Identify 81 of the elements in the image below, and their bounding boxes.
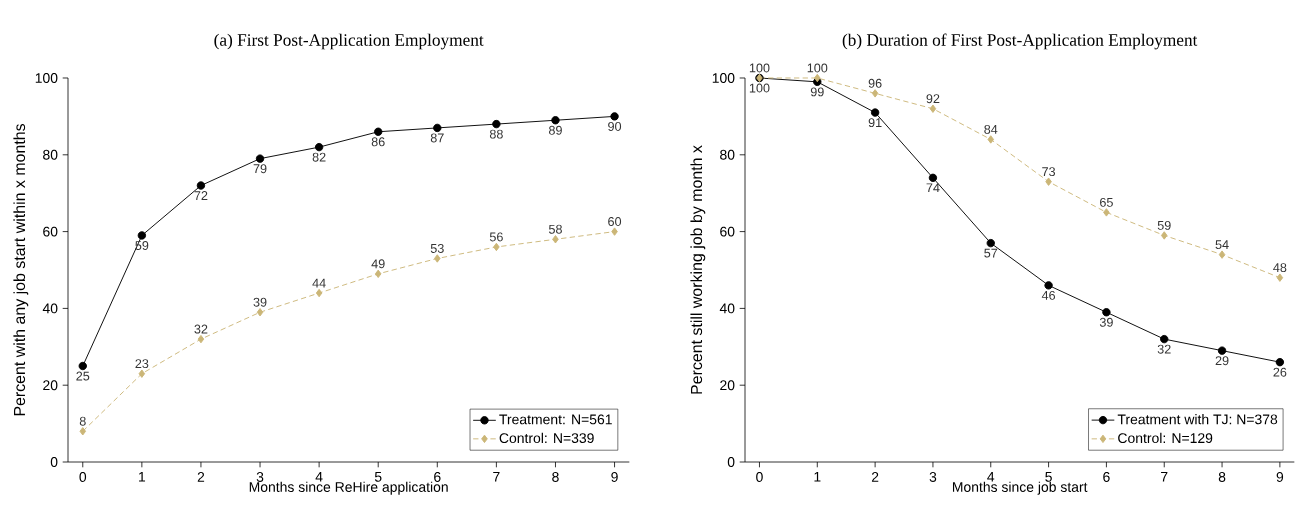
y-tick-label: 60 xyxy=(720,226,735,237)
data-label: 58 xyxy=(548,224,562,234)
y-tick-label: 100 xyxy=(712,73,735,83)
data-label: 90 xyxy=(608,121,622,131)
x-tick-label: 6 xyxy=(434,472,441,482)
x-tick-label: 2 xyxy=(871,472,879,482)
data-label: 23 xyxy=(135,359,149,369)
chart-title: (a) First Post-Application Employment xyxy=(214,33,484,50)
data-label: 65 xyxy=(1100,197,1113,207)
data-label: 54 xyxy=(1215,240,1229,250)
data-label: 82 xyxy=(312,152,326,162)
legend-label: Treatment: N=561 xyxy=(499,414,612,425)
x-axis-title: Months since ReHire application xyxy=(249,481,448,495)
x-axis-title: Months since job start xyxy=(952,481,1088,495)
x-tick-label: 2 xyxy=(197,472,205,482)
data-label: 100 xyxy=(749,83,770,93)
data-label: 25 xyxy=(76,371,90,381)
data-label: 89 xyxy=(548,125,562,135)
data-label: 100 xyxy=(807,63,828,73)
data-label: 46 xyxy=(1041,290,1056,300)
data-label: 96 xyxy=(868,78,882,88)
legend-label: Control: N=339 xyxy=(499,432,594,444)
x-tick-label: 9 xyxy=(611,472,618,482)
x-tick-label: 4 xyxy=(987,472,995,482)
x-tick-label: 7 xyxy=(1161,472,1168,482)
x-tick-label: 7 xyxy=(493,472,500,482)
data-label: 32 xyxy=(194,324,208,334)
data-label: 87 xyxy=(430,133,444,143)
x-tick-label: 5 xyxy=(1045,472,1052,482)
data-label: 60 xyxy=(608,217,622,227)
data-label: 56 xyxy=(489,232,503,242)
y-tick-label: 40 xyxy=(719,303,735,314)
y-tick-label: 80 xyxy=(720,149,735,160)
x-tick-label: 0 xyxy=(756,472,763,482)
data-label: 57 xyxy=(984,248,998,258)
data-label: 84 xyxy=(984,124,998,134)
data-label: 79 xyxy=(253,164,267,174)
x-tick-label: 3 xyxy=(256,472,264,482)
x-tick-label: 1 xyxy=(139,472,146,482)
x-tick-label: 8 xyxy=(552,472,559,482)
y-tick-label: 80 xyxy=(43,149,58,160)
y-axis-title: Percent still working job by month x xyxy=(690,145,706,394)
x-tick-label: 3 xyxy=(929,472,937,482)
data-label: 48 xyxy=(1273,263,1287,273)
x-tick-label: 1 xyxy=(814,472,821,482)
data-label: 92 xyxy=(926,94,940,104)
data-label: 53 xyxy=(430,243,444,253)
legend-label: Treatment with TJ: N=378 xyxy=(1117,414,1278,425)
data-label: 91 xyxy=(868,118,882,128)
y-tick-label: 0 xyxy=(50,457,58,467)
y-tick-label: 100 xyxy=(35,73,58,83)
data-label: 73 xyxy=(1042,167,1056,177)
data-label: 39 xyxy=(1099,317,1113,327)
data-label: 8 xyxy=(79,416,86,426)
data-label: 49 xyxy=(371,259,385,269)
legend-label: Control: N=129 xyxy=(1118,432,1213,444)
y-tick-label: 60 xyxy=(43,226,58,237)
y-tick-label: 0 xyxy=(727,457,735,467)
data-label: 72 xyxy=(194,191,208,200)
chart-title: (b) Duration of First Post-Application Employment xyxy=(842,33,1198,50)
x-tick-label: 4 xyxy=(315,472,323,482)
y-axis-title: Percent with any job start within x months xyxy=(13,124,29,416)
x-tick-label: 8 xyxy=(1218,472,1226,482)
data-label: 74 xyxy=(926,183,940,193)
data-label: 29 xyxy=(1215,356,1229,366)
x-tick-label: 9 xyxy=(1276,472,1284,482)
data-label: 100 xyxy=(749,63,770,73)
y-tick-label: 40 xyxy=(42,303,58,314)
x-tick-label: 6 xyxy=(1103,472,1110,482)
data-label: 44 xyxy=(312,278,326,288)
data-label: 26 xyxy=(1273,367,1287,377)
x-tick-label: 5 xyxy=(374,472,382,482)
data-label: 99 xyxy=(810,87,824,97)
data-label: 59 xyxy=(1157,220,1171,230)
x-tick-label: 0 xyxy=(79,472,87,482)
data-label: 86 xyxy=(371,137,385,147)
y-tick-label: 20 xyxy=(720,380,735,391)
data-label: 39 xyxy=(253,297,267,307)
data-label: 32 xyxy=(1157,344,1171,354)
y-tick-label: 20 xyxy=(43,380,58,391)
data-label: 88 xyxy=(489,129,503,139)
